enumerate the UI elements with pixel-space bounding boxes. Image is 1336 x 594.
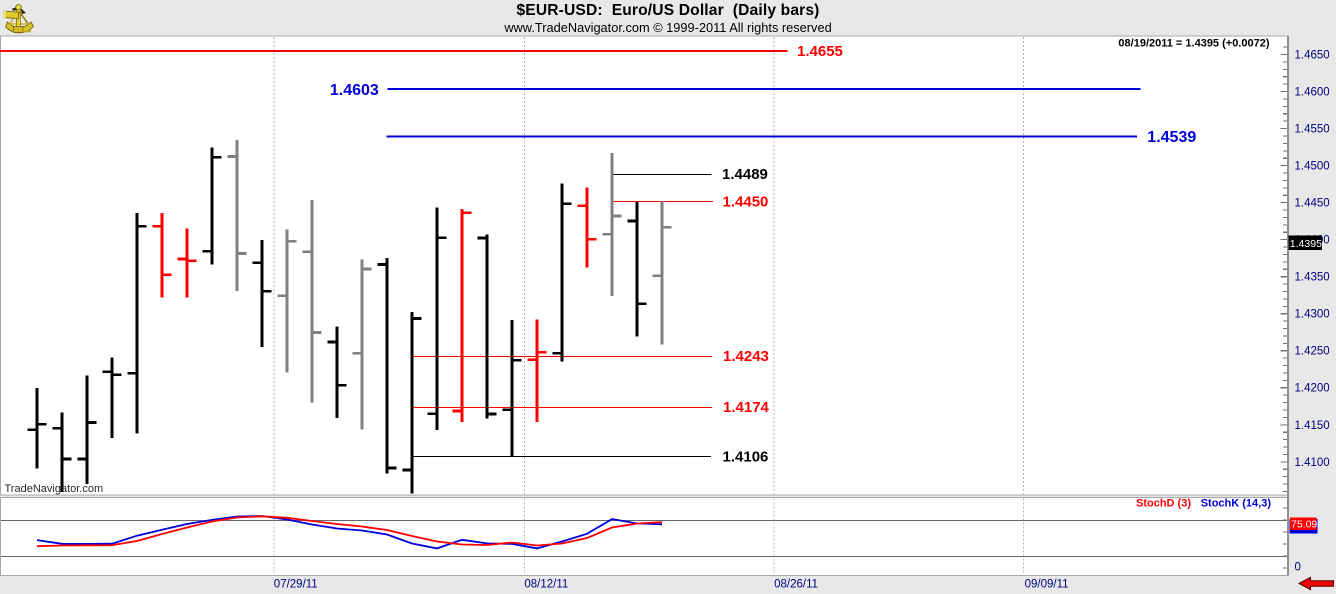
svg-text:75.09: 75.09 — [1291, 518, 1317, 530]
svg-text:1.4250: 1.4250 — [1295, 346, 1330, 358]
svg-text:1.4100: 1.4100 — [1295, 457, 1330, 469]
svg-text:0: 0 — [1295, 561, 1301, 573]
svg-text:StochD (3): StochD (3) — [1136, 497, 1191, 509]
svg-text:1.4450: 1.4450 — [723, 194, 769, 211]
svg-text:1.4539: 1.4539 — [1147, 129, 1196, 146]
svg-text:1.4600: 1.4600 — [1295, 87, 1330, 99]
svg-text:1.4174: 1.4174 — [723, 399, 770, 416]
svg-text:1.4395: 1.4395 — [1290, 238, 1322, 250]
svg-text:www.TradeNavigator.com © 1999-: www.TradeNavigator.com © 1999-2011 All r… — [503, 20, 831, 35]
svg-text:TradeNavigator.com: TradeNavigator.com — [5, 483, 104, 495]
svg-text:1.4200: 1.4200 — [1295, 383, 1330, 395]
svg-text:1.4500: 1.4500 — [1295, 161, 1330, 173]
svg-text:1.4106: 1.4106 — [723, 449, 769, 466]
svg-text:1.4655: 1.4655 — [797, 43, 843, 60]
svg-text:1.4450: 1.4450 — [1295, 198, 1330, 210]
svg-text:08/26/11: 08/26/11 — [774, 579, 818, 591]
svg-text:1.4489: 1.4489 — [722, 166, 768, 183]
svg-text:09/09/11: 09/09/11 — [1025, 579, 1069, 591]
svg-text:StochK (14,3): StochK (14,3) — [1201, 497, 1272, 509]
svg-text:1.4243: 1.4243 — [723, 348, 769, 365]
svg-text:1.4150: 1.4150 — [1295, 420, 1330, 432]
svg-text:08/12/11: 08/12/11 — [524, 579, 568, 591]
svg-text:1.4300: 1.4300 — [1295, 309, 1330, 321]
svg-text:08/19/2011 = 1.4395 (+0.0072): 08/19/2011 = 1.4395 (+0.0072) — [1118, 38, 1269, 50]
svg-text:1.4550: 1.4550 — [1295, 124, 1330, 136]
svg-text:1.4603: 1.4603 — [330, 82, 379, 99]
svg-text:1.4650: 1.4650 — [1295, 50, 1330, 62]
svg-text:$EUR-USD: Euro/US Dollar (Da: $EUR-USD: Euro/US Dollar (Daily bars) — [516, 2, 819, 19]
svg-text:1.4350: 1.4350 — [1295, 272, 1330, 284]
svg-text:07/29/11: 07/29/11 — [274, 579, 318, 591]
